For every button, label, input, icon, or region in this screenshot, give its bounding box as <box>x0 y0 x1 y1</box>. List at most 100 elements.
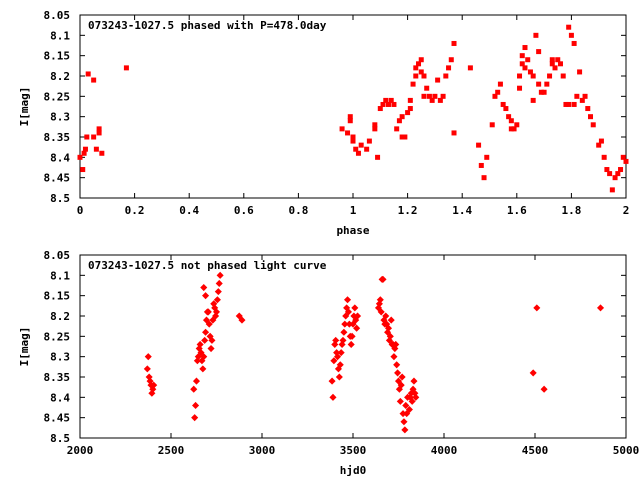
phased-data-point <box>495 89 501 95</box>
phased-data-point <box>91 77 97 83</box>
unphased-data-point <box>330 357 338 365</box>
phased-data-point <box>377 106 383 112</box>
phased-data-point <box>467 65 473 71</box>
phased-data-point <box>375 154 381 160</box>
phased-data-point <box>563 101 569 107</box>
phased-y-tick-label: 8.25 <box>44 90 71 103</box>
unphased-y-tick-label: 8.4 <box>50 391 70 404</box>
phased-data-point <box>350 138 356 144</box>
phased-data-point <box>571 101 577 107</box>
phased-data-point <box>413 73 419 79</box>
unphased-data-point <box>143 365 151 373</box>
phased-data-point <box>437 97 443 103</box>
phased-data-point <box>506 114 512 120</box>
phased-data-point <box>577 69 583 75</box>
unphased-data-point <box>328 377 336 385</box>
phased-data-point <box>544 81 550 87</box>
phased-data-point <box>525 57 531 63</box>
unphased-data-point <box>332 336 340 344</box>
phased-data-point <box>391 101 397 107</box>
phased-data-point <box>588 114 594 120</box>
unphased-data-point <box>202 292 210 300</box>
unphased-x-tick-label: 3500 <box>340 444 367 457</box>
unphased-data-points <box>143 271 605 434</box>
phased-data-point <box>416 61 422 67</box>
phased-data-point <box>372 122 378 128</box>
phased-data-point <box>366 138 372 144</box>
unphased-data-point <box>379 275 387 283</box>
unphased-chart-title: 073243-1027.5 not phased light curve <box>88 259 327 272</box>
phased-data-point <box>536 81 542 87</box>
unphased-data-point <box>540 385 548 393</box>
unphased-data-point <box>384 324 393 332</box>
phased-data-point <box>489 122 495 128</box>
phased-data-point <box>448 57 454 63</box>
unphased-data-point <box>382 312 390 320</box>
unphased-data-point <box>345 320 353 328</box>
phased-data-point <box>566 24 572 30</box>
unphased-data-point <box>201 336 209 344</box>
unphased-y-tick-label: 8.2 <box>50 310 70 323</box>
unphased-data-point <box>192 401 200 410</box>
unphased-data-point <box>402 401 410 410</box>
unphased-data-point <box>354 312 362 320</box>
phased-data-point <box>339 126 345 132</box>
phased-x-tick-label: 1 <box>350 204 357 217</box>
unphased-data-point <box>397 381 405 389</box>
unphased-x-tick-label: 2000 <box>67 444 94 457</box>
phased-y-axis-label: I[mag] <box>18 87 31 127</box>
phased-data-point <box>574 93 580 99</box>
phased-data-point <box>410 81 416 87</box>
phased-data-point <box>527 69 533 75</box>
phased-data-point <box>538 89 544 95</box>
phased-data-point <box>590 122 596 128</box>
unphased-data-point <box>207 344 215 353</box>
unphased-data-point <box>336 361 344 369</box>
unphased-x-tick-label: 5000 <box>613 444 640 457</box>
phased-data-point <box>508 118 514 124</box>
phased-x-tick-label: 0 <box>77 204 84 217</box>
phased-y-tick-label: 8.3 <box>50 111 70 124</box>
unphased-data-point <box>190 385 198 393</box>
phased-data-point <box>568 32 574 38</box>
phased-data-point <box>443 73 449 79</box>
phased-y-tick-label: 8.45 <box>44 172 71 185</box>
phased-light-curve-panel: 0 0.2 0.4 0.6 0.8 1 1.2 1.4 1.6 1.8 2 8.05 8.1 8.15 8.… <box>18 9 629 237</box>
phased-x-tick-label: 1.4 <box>452 204 472 217</box>
phased-data-point <box>615 171 621 177</box>
unphased-data-point <box>386 332 394 340</box>
unphased-data-point <box>200 353 208 361</box>
unphased-data-point <box>335 373 343 381</box>
unphased-data-point <box>337 349 345 357</box>
phased-data-point <box>552 65 558 71</box>
phased-data-point <box>612 175 618 181</box>
phased-data-point <box>429 97 435 103</box>
phased-data-point <box>530 97 536 103</box>
unphased-data-point <box>596 304 605 312</box>
phased-data-point <box>353 146 359 152</box>
unphased-data-point <box>353 324 361 332</box>
unphased-data-point <box>393 361 401 369</box>
unphased-data-point <box>192 377 201 385</box>
phased-data-point <box>91 134 97 140</box>
phased-x-tick-label: 1.8 <box>561 204 581 217</box>
phased-data-point <box>609 187 615 193</box>
unphased-data-point <box>150 381 158 389</box>
unphased-data-point <box>408 397 416 405</box>
unphased-y-tick-label: 8.15 <box>44 290 71 303</box>
phased-data-point <box>566 101 572 107</box>
unphased-x-tick-label: 3000 <box>249 444 276 457</box>
phased-data-point <box>432 93 438 99</box>
unphased-data-point <box>347 340 355 349</box>
phased-data-point <box>492 93 498 99</box>
phased-y-tick-label: 8.5 <box>50 192 70 205</box>
phased-data-point <box>522 65 528 71</box>
phased-x-tick-label: 1.6 <box>507 204 527 217</box>
unphased-data-point <box>344 308 352 316</box>
phased-data-point <box>364 146 370 152</box>
phased-data-point <box>511 126 517 132</box>
phased-data-point <box>388 97 394 103</box>
unphased-data-point <box>396 397 404 405</box>
phased-data-point <box>396 118 402 124</box>
phased-data-point <box>604 167 610 173</box>
